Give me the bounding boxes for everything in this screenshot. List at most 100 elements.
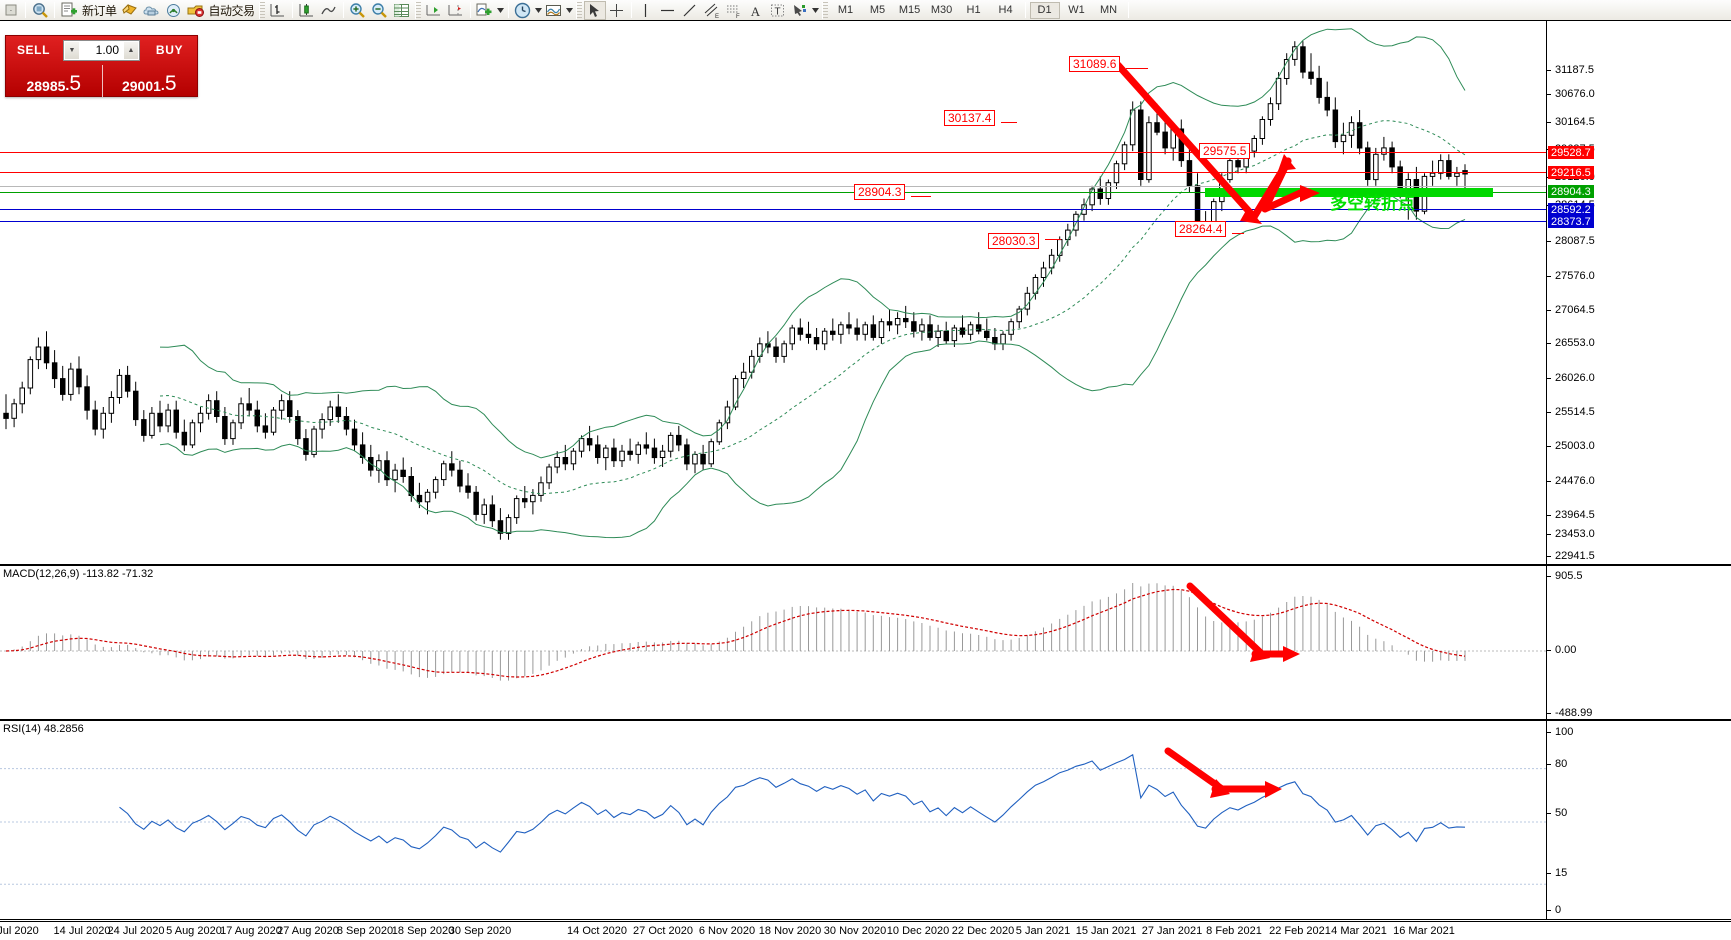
axis-price-badge[interactable]: 28592.2: [1548, 203, 1594, 216]
price-annotation-label[interactable]: 28030.3: [988, 233, 1040, 249]
price-level-line[interactable]: [0, 172, 1546, 173]
axis-price-badge[interactable]: 29528.7: [1548, 146, 1594, 159]
price-annotation-label[interactable]: 31089.6: [1069, 56, 1121, 72]
equidistant-channel-icon[interactable]: E: [701, 1, 723, 20]
periods-clock-icon[interactable]: [512, 1, 534, 20]
auto-scroll-icon[interactable]: [423, 1, 445, 20]
buy-button[interactable]: BUY: [155, 43, 184, 57]
volume-input[interactable]: ▼ 1.00 ▲: [63, 39, 140, 61]
macd-pane[interactable]: MACD(12,26,9) -113.82 -71.32 905.5 0.00 -4…: [0, 565, 1731, 720]
toolbar-separator: [342, 2, 344, 18]
price-plot-area[interactable]: 31089.6 30137.4 29575.5 28904.3 28030.3 28264…: [0, 21, 1546, 564]
price-chart-pane[interactable]: 31089.6 30137.4 29575.5 28904.3 28030.3 28264…: [0, 20, 1731, 565]
date-axis-label: 8 Sep 2020: [336, 925, 394, 937]
axis-tick-label: 30676.0: [1555, 88, 1595, 100]
timeframe-h4-button[interactable]: H4: [998, 4, 1013, 16]
indicators-dropdown-icon[interactable]: [496, 1, 505, 20]
timeframe-mn-button[interactable]: MN: [1099, 4, 1118, 16]
terminal-icon[interactable]: [141, 1, 163, 20]
price-level-line[interactable]: [0, 221, 1546, 222]
axis-price-badge[interactable]: 28904.3: [1548, 185, 1594, 198]
toolbar-grip[interactable]: [575, 1, 582, 19]
signals-icon[interactable]: [163, 1, 185, 20]
timeframe-w1-button[interactable]: W1: [1068, 4, 1085, 16]
main-toolbar: · 新订单 自动交易: [0, 0, 1731, 21]
price-axis-right[interactable]: 31187.530676.030164.529637.529126.028614…: [1546, 21, 1731, 564]
bar-chart-icon[interactable]: [267, 1, 289, 20]
date-axis[interactable]: Jul 2020 14 Jul 2020 24 Jul 2020 5 Aug 2020…: [0, 921, 1731, 940]
date-axis-label: 27 Aug 2020: [277, 925, 339, 937]
arrows-dropdown-icon[interactable]: [811, 1, 820, 20]
date-axis-label: 8 Feb 2021: [1206, 925, 1262, 937]
macd-axis-right[interactable]: 905.5 0.00 -488.99: [1546, 566, 1731, 719]
price-annotation-label[interactable]: 30137.4: [944, 110, 996, 126]
price-level-line[interactable]: [0, 152, 1546, 153]
date-axis-label: 27 Jan 2021: [1141, 925, 1203, 937]
macd-plot-area[interactable]: [0, 566, 1546, 719]
price-level-line[interactable]: [0, 209, 1546, 210]
timeframe-m1-button[interactable]: M1: [837, 4, 854, 16]
toolbar-grip[interactable]: [821, 1, 828, 19]
toolbar-separator: [507, 2, 509, 18]
price-annotation-label[interactable]: 28904.3: [854, 184, 906, 200]
timeframe-m30-button[interactable]: M30: [930, 4, 953, 16]
text-label-icon[interactable]: T: [767, 1, 789, 20]
crosshair-icon[interactable]: [606, 1, 628, 20]
sell-price[interactable]: 28985. 5: [26, 72, 81, 96]
timeframe-h1-button[interactable]: H1: [966, 4, 981, 16]
one-click-trading-panel[interactable]: SELL ▼ 1.00 ▲ BUY 28985. 5 29001. 5: [5, 35, 198, 97]
date-axis-label: 5 Aug 2020: [166, 925, 222, 937]
rsi-pane[interactable]: RSI(14) 48.2856 100 80 50 15 0: [0, 720, 1731, 920]
fibonacci-retracement-icon[interactable]: F: [723, 1, 745, 20]
price-level-line[interactable]: [0, 186, 1546, 187]
zoom-data-window-icon[interactable]: [29, 1, 51, 20]
autotrading-label[interactable]: 自动交易: [208, 3, 256, 18]
svg-text:T: T: [774, 6, 780, 17]
price-annotation-label[interactable]: 29575.5: [1199, 143, 1251, 159]
axis-price-badge[interactable]: 28373.7: [1548, 215, 1594, 228]
chart-shift-icon[interactable]: [445, 1, 467, 20]
line-chart-icon[interactable]: [318, 1, 340, 20]
dropdown-small-icon[interactable]: ·: [0, 1, 22, 20]
rsi-plot-area[interactable]: [0, 721, 1546, 919]
svg-text:E: E: [715, 14, 719, 19]
price-annotation-label[interactable]: 28264.4: [1175, 221, 1227, 237]
rsi-axis-right[interactable]: 100 80 50 15 0: [1546, 721, 1731, 919]
horizontal-line-icon[interactable]: [657, 1, 679, 20]
autotrading-icon[interactable]: [185, 1, 207, 20]
toolbar-separator: [469, 2, 471, 18]
zoom-out-icon[interactable]: [369, 1, 391, 20]
timeframe-d1-button[interactable]: D1: [1029, 1, 1060, 19]
indicators-add-icon[interactable]: [474, 1, 496, 20]
axis-price-badge[interactable]: 29216.5: [1548, 166, 1594, 179]
metaeditor-icon[interactable]: [119, 1, 141, 20]
caret-down-icon[interactable]: ▼: [64, 40, 80, 60]
buy-price[interactable]: 29001. 5: [121, 72, 177, 96]
cursor-icon[interactable]: [583, 0, 606, 20]
new-order-label[interactable]: 新订单: [82, 3, 117, 18]
date-axis-label: 14 Oct 2020: [567, 925, 627, 937]
toolbar-grip[interactable]: [258, 1, 265, 19]
vertical-line-icon[interactable]: [635, 1, 657, 20]
timeframe-m15-button[interactable]: M15: [898, 4, 921, 16]
toolbar-grip[interactable]: [414, 1, 421, 19]
price-level-line[interactable]: [0, 192, 1546, 193]
date-axis-label: 15 Jan 2021: [1075, 925, 1137, 937]
new-order-icon[interactable]: [58, 1, 80, 20]
caret-up-icon[interactable]: ▲: [123, 40, 139, 60]
templates-dropdown-icon[interactable]: [565, 1, 574, 20]
zoom-in-icon[interactable]: [347, 1, 369, 20]
sell-button[interactable]: SELL: [16, 43, 51, 57]
data-window-icon[interactable]: [391, 1, 413, 20]
annotation-leader-line: [1126, 68, 1148, 69]
templates-icon[interactable]: [543, 1, 565, 20]
support-zone-band[interactable]: [1205, 188, 1493, 197]
axis-tick-label: 0: [1555, 904, 1562, 916]
trendline-icon[interactable]: [679, 1, 701, 20]
candlestick-chart-icon[interactable]: [296, 1, 318, 20]
timeframe-m5-button[interactable]: M5: [869, 4, 886, 16]
volume-value[interactable]: 1.00: [80, 40, 123, 60]
periods-dropdown-icon[interactable]: [534, 1, 543, 20]
arrows-icon[interactable]: [789, 1, 811, 20]
text-icon[interactable]: A: [745, 1, 767, 20]
